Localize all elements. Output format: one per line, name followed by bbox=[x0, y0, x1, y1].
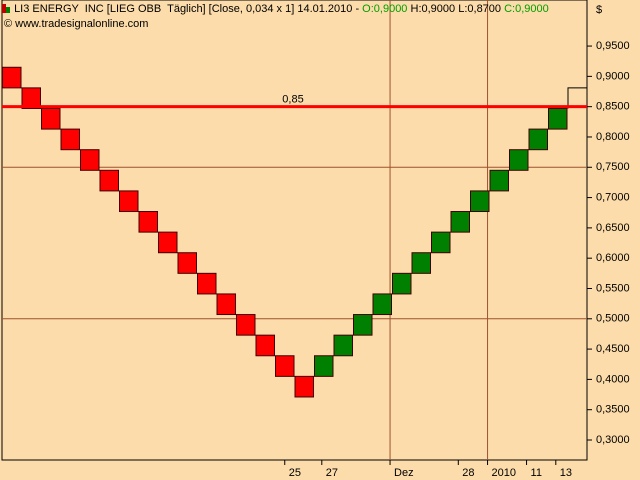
y-tick-label: 0,9000 bbox=[596, 70, 630, 82]
brick bbox=[197, 272, 217, 295]
y-tick-label: 0,4500 bbox=[596, 343, 630, 355]
brick bbox=[392, 272, 412, 295]
brick bbox=[99, 169, 119, 192]
brick bbox=[333, 334, 353, 357]
brick bbox=[138, 211, 158, 233]
header: LI3 ENERGY INC [LIEG OBB Täglich] [Close… bbox=[2, 2, 549, 16]
x-tick-label: 2010 bbox=[492, 467, 516, 479]
y-tick-label: 0,9500 bbox=[596, 40, 630, 52]
x-tick-label: Dez bbox=[394, 467, 414, 479]
brick bbox=[216, 293, 236, 316]
x-tick-label: 11 bbox=[531, 467, 542, 479]
brick bbox=[275, 355, 295, 377]
open: O:0,9000 bbox=[362, 3, 408, 15]
y-tick-label: 0,5500 bbox=[596, 282, 630, 294]
brick bbox=[60, 128, 80, 151]
brick bbox=[294, 375, 314, 398]
y-tick-label: 0,6000 bbox=[596, 252, 630, 264]
brick bbox=[372, 293, 392, 316]
brick bbox=[528, 128, 548, 151]
brick bbox=[2, 66, 22, 89]
x-tick-label: 27 bbox=[326, 467, 338, 479]
open-brick bbox=[567, 87, 587, 109]
brick bbox=[119, 190, 139, 213]
close: C:0,9000 bbox=[504, 3, 549, 15]
y-tick-label: 0,5000 bbox=[596, 313, 630, 325]
brick bbox=[489, 169, 509, 192]
ref-line-label: 0,85 bbox=[282, 94, 303, 106]
x-tick-label: 13 bbox=[560, 467, 572, 479]
y-unit-label: $ bbox=[596, 4, 602, 16]
brick bbox=[548, 107, 568, 130]
y-tick-label: 0,8500 bbox=[596, 101, 630, 113]
brick bbox=[177, 252, 197, 274]
y-tick-label: 0,6500 bbox=[596, 222, 630, 234]
brick bbox=[314, 355, 334, 377]
icon bbox=[2, 4, 10, 13]
brick bbox=[411, 252, 431, 274]
brick bbox=[353, 314, 373, 336]
y-tick-label: 0,4000 bbox=[596, 373, 630, 385]
brick bbox=[431, 231, 451, 254]
x-tick-label: 28 bbox=[462, 467, 474, 479]
y-tick-label: 0,3500 bbox=[596, 404, 630, 416]
brick bbox=[509, 149, 529, 171]
y-tick-label: 0,3000 bbox=[596, 434, 630, 446]
brick bbox=[80, 149, 100, 171]
brick bbox=[236, 314, 256, 336]
y-tick-label: 0,7000 bbox=[596, 191, 630, 203]
brick bbox=[21, 87, 41, 109]
x-tick-label: 25 bbox=[289, 467, 301, 479]
brick bbox=[158, 231, 178, 254]
y-tick-label: 0,8000 bbox=[596, 131, 630, 143]
brick bbox=[450, 211, 470, 233]
y-tick-label: 0,7500 bbox=[596, 161, 630, 173]
low: L:0,8700 bbox=[458, 3, 502, 15]
brick bbox=[41, 107, 61, 130]
title: LI3 ENERGY INC [LIEG OBB Täglich] [Close… bbox=[14, 3, 363, 15]
brick bbox=[470, 190, 490, 213]
subtitle: © www.tradesignalonline.com bbox=[4, 18, 149, 30]
high: H:0,9000 bbox=[410, 3, 456, 15]
brick bbox=[255, 334, 275, 357]
